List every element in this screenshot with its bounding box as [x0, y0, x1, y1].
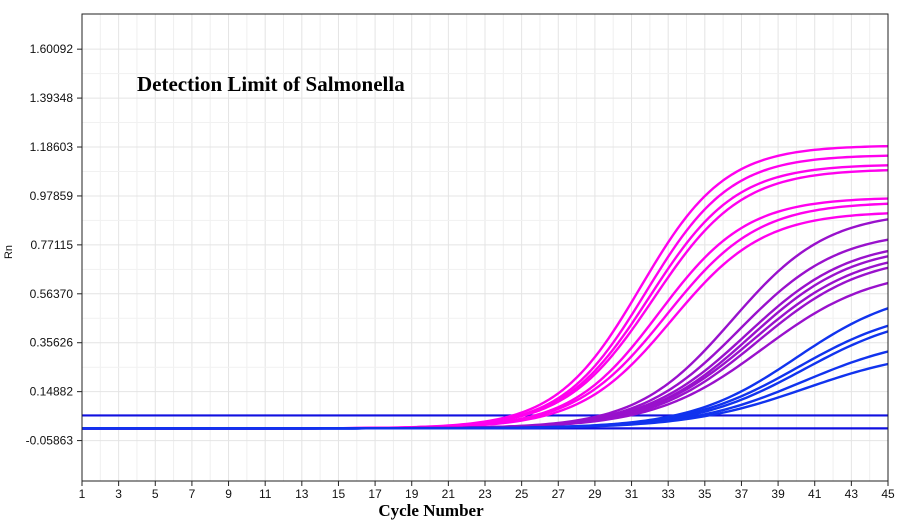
x-tick-label: 25 [515, 487, 529, 501]
x-tick-label: 41 [808, 487, 822, 501]
x-tick-label: 5 [152, 487, 159, 501]
x-axis-title: Cycle Number [378, 501, 484, 520]
y-tick-label: 1.18603 [30, 140, 74, 154]
x-tick-label: 7 [189, 487, 196, 501]
x-tick-label: 21 [442, 487, 456, 501]
x-tick-label: 43 [845, 487, 859, 501]
x-tick-label: 39 [771, 487, 785, 501]
y-axis-ticks: 1.60092 1.39348 1.18603 0.97859 0.77115 0.563… [26, 42, 82, 448]
x-tick-label: 11 [259, 487, 272, 501]
y-tick-label: -0.05863 [26, 434, 74, 448]
x-tick-label: 15 [332, 487, 346, 501]
x-tick-label: 17 [368, 487, 382, 501]
x-tick-label: 19 [405, 487, 419, 501]
x-tick-label: 33 [662, 487, 676, 501]
amplification-curve [82, 362, 889, 430]
x-tick-label: 23 [478, 487, 492, 501]
x-tick-label: 3 [115, 487, 122, 501]
amplification-curves [82, 144, 889, 430]
x-tick-label: 45 [881, 487, 895, 501]
y-tick-label: 0.14882 [30, 385, 74, 399]
y-tick-label: 0.77115 [31, 238, 74, 252]
y-tick-label: 0.97859 [30, 189, 74, 203]
x-tick-label: 35 [698, 487, 712, 501]
x-tick-label: 27 [552, 487, 566, 501]
x-axis-ticks: 1 3 5 7 9 11 13 15 17 19 21 23 25 27 29 31 33 35 37 39 41 43 4… [79, 481, 895, 501]
y-tick-label: 0.56370 [30, 287, 74, 301]
x-tick-label: 37 [735, 487, 749, 501]
x-tick-label: 13 [295, 487, 309, 501]
x-tick-label: 1 [79, 487, 86, 501]
x-tick-label: 9 [225, 487, 232, 501]
y-tick-label: 1.60092 [30, 42, 74, 56]
x-tick-label: 29 [588, 487, 602, 501]
y-tick-label: 1.39348 [30, 91, 74, 105]
y-tick-label: 0.35626 [30, 336, 74, 350]
y-axis-title: Rn [3, 245, 15, 259]
chart-title: Detection Limit of Salmonella [137, 72, 405, 96]
x-tick-label: 31 [625, 487, 639, 501]
